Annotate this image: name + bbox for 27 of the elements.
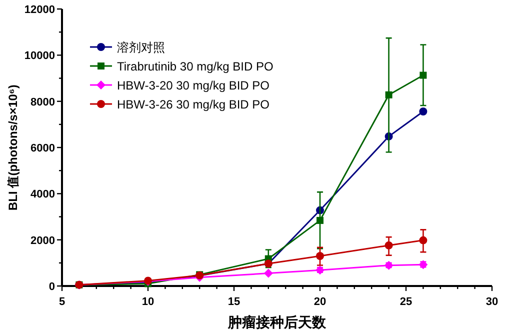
y-tick-label: 4000 bbox=[30, 188, 55, 201]
x-tick-label: 15 bbox=[228, 296, 240, 308]
x-tick-label: 20 bbox=[314, 296, 326, 308]
point bbox=[385, 91, 392, 98]
legend-label: Tirabrutinib 30 mg/kg BID PO bbox=[117, 60, 274, 74]
point bbox=[420, 72, 427, 79]
point bbox=[384, 241, 393, 250]
x-tick-label: 5 bbox=[58, 296, 66, 308]
legend-label: HBW-3-20 30 mg/kg BID PO bbox=[117, 78, 270, 92]
y-tick-label: 8000 bbox=[30, 96, 55, 108]
point bbox=[419, 236, 428, 244]
point bbox=[316, 252, 324, 260]
x-axis-title: 肿瘤接种后天数 bbox=[227, 314, 327, 330]
point bbox=[316, 216, 324, 224]
y-tick-label: 2000 bbox=[30, 234, 55, 247]
y-tick-label: 12000 bbox=[24, 4, 55, 16]
x-tick-label: 30 bbox=[486, 296, 498, 308]
y-axis-title: BLI 值(photons/s×10⁶) bbox=[6, 84, 20, 210]
y-tick-label: 6000 bbox=[30, 142, 55, 154]
y-tick-label: 10000 bbox=[24, 50, 55, 62]
point bbox=[419, 107, 428, 116]
x-tick-label: 25 bbox=[400, 296, 412, 308]
x-tick-label: 10 bbox=[142, 296, 154, 308]
legend-label: HBW-3-26 30 mg/kg BID PO bbox=[117, 98, 270, 112]
y-tick-label: 0 bbox=[48, 281, 55, 293]
point bbox=[264, 268, 273, 278]
legend-label: 溶剂对照 bbox=[117, 40, 165, 54]
